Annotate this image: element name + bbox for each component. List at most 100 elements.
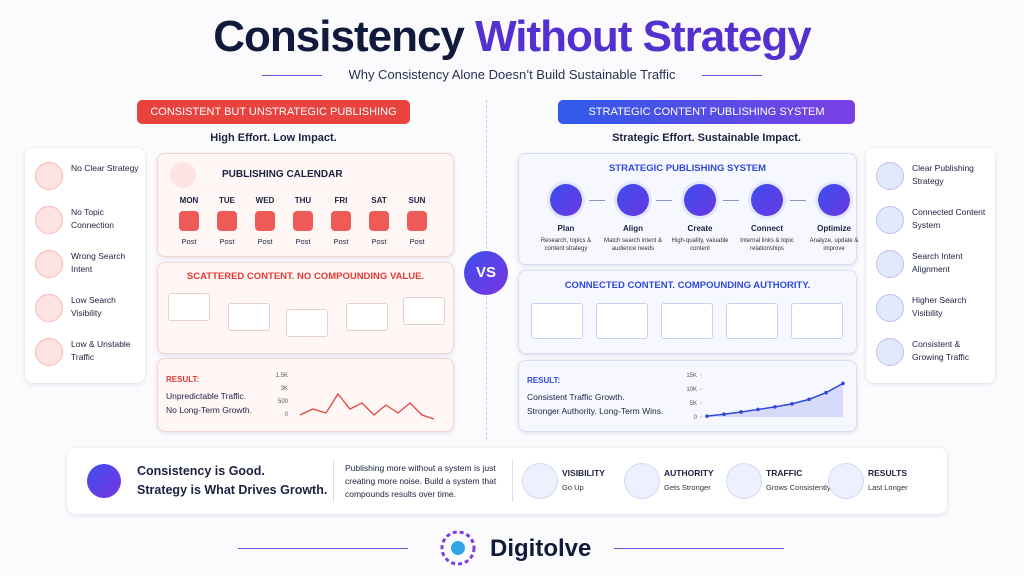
outcome-icon xyxy=(522,463,558,499)
card-title: SCATTERED CONTENT. NO COMPOUNDING VALUE. xyxy=(186,271,425,282)
step-arrow xyxy=(723,200,739,201)
result-line: Stronger Authority. Long-Term Wins. xyxy=(527,406,664,416)
vs-badge: VS xyxy=(464,251,508,295)
result-line: No Long-Term Growth. xyxy=(166,405,252,415)
y-tick-label: 0 xyxy=(694,415,698,421)
step-name: Plan xyxy=(557,224,575,233)
day-label: MON xyxy=(179,196,199,205)
badge: CONSISTENT BUT UNSTRATEGIC PUBLISHING xyxy=(137,100,410,124)
day-label: SUN xyxy=(408,196,426,205)
axis-label: 500 xyxy=(277,399,288,405)
badge-text: CONSISTENT BUT UNSTRATEGIC PUBLISHING xyxy=(150,106,397,118)
content-card xyxy=(596,303,648,339)
result-label: RESULT: xyxy=(527,376,561,385)
step-desc: Match search intent & audience needs xyxy=(603,238,663,252)
rule xyxy=(702,75,762,76)
subtitle: Why Consistency Alone Doesn’t Build Sust… xyxy=(348,67,676,82)
benefit-text: Higher Search Visibility xyxy=(912,295,967,318)
axis-label: 0 xyxy=(284,412,288,418)
outcome-desc: Last Longer xyxy=(868,483,908,492)
benefit-icon xyxy=(876,162,904,190)
step-name: Optimize xyxy=(817,224,851,233)
point xyxy=(841,381,845,386)
headline: Consistency is Good. xyxy=(137,464,265,478)
title: Consistency Without Strategy xyxy=(0,12,1024,62)
benefit-text: Connected Content System xyxy=(912,207,986,230)
post-label: Post xyxy=(295,237,311,246)
step-desc: High-quality, valuable content xyxy=(671,238,729,252)
y-tick-label: 10K xyxy=(686,387,697,393)
system-card: STRATEGIC PUBLISHING SYSTEM Plan Research… xyxy=(518,153,858,265)
check-box xyxy=(331,211,351,231)
brand: Digitolve xyxy=(490,535,592,562)
day-label: TUE xyxy=(219,196,235,205)
trend-line xyxy=(299,392,435,420)
benefit-icon xyxy=(876,250,904,278)
separator xyxy=(333,460,334,502)
post-label: Post xyxy=(409,237,425,246)
content-card xyxy=(346,303,388,331)
y-tick-label: 15K xyxy=(686,373,697,379)
badge-text: STRATEGIC CONTENT PUBLISHING SYSTEM xyxy=(588,106,825,118)
problem-text: Wrong Search Intent xyxy=(71,251,126,274)
problem-text: No Topic Connection xyxy=(71,207,115,230)
rule xyxy=(262,75,322,76)
point xyxy=(756,407,760,412)
mini-chart xyxy=(299,392,435,420)
post-label: Post xyxy=(333,237,349,246)
benefit-text: Search Intent Alignment xyxy=(912,251,963,274)
point xyxy=(739,410,743,414)
tagline: Strategic Effort. Sustainable Impact. xyxy=(612,132,801,144)
outcome-title: AUTHORITY xyxy=(664,468,714,478)
step-name: Create xyxy=(687,224,713,233)
card-title: STRATEGIC PUBLISHING SYSTEM xyxy=(608,163,767,174)
step-desc: Research, topics & content strategy xyxy=(540,238,592,252)
check-box xyxy=(407,211,427,231)
step-icon xyxy=(818,184,850,216)
tagline: High Effort. Low Impact. xyxy=(210,132,337,144)
problem-icon xyxy=(35,162,63,190)
result-label: RESULT: xyxy=(166,375,200,384)
content-card xyxy=(286,309,328,337)
content-card xyxy=(661,303,713,339)
check-box xyxy=(179,211,199,231)
title-part: Without Strategy xyxy=(475,12,812,61)
step-arrow xyxy=(589,200,605,201)
step-arrow xyxy=(790,200,806,201)
post-label: Post xyxy=(371,237,387,246)
brand-logo xyxy=(440,530,476,566)
benefit-panel: Clear Publishing Strategy Connected Conte… xyxy=(866,148,995,383)
step-icon xyxy=(751,184,783,216)
area xyxy=(707,383,843,417)
benefit-icon xyxy=(876,294,904,322)
step-icon xyxy=(684,184,716,216)
outcome-title: RESULTS xyxy=(868,468,908,478)
problem-icon xyxy=(35,294,63,322)
outcome-desc: Grows Consistently xyxy=(766,483,831,492)
day-label: THU xyxy=(294,196,312,205)
logo-core xyxy=(451,541,465,555)
step-arrow xyxy=(656,200,672,201)
axis-label: 1.5K xyxy=(275,373,288,379)
result-line: Consistent Traffic Growth. xyxy=(527,392,625,402)
axis-label: 3K xyxy=(280,386,288,392)
problem-panel: No Clear Strategy No Topic Connection Wron… xyxy=(25,148,145,383)
headline: Strategy is What Drives Growth. xyxy=(137,483,328,497)
point xyxy=(705,414,709,418)
step-icon xyxy=(550,184,582,216)
benefit-text: Clear Publishing Strategy xyxy=(912,163,974,186)
day-label: WED xyxy=(255,196,275,205)
mini-chart: 0 5K 10K 15K xyxy=(686,373,845,421)
outcome-title: TRAFFIC xyxy=(766,468,803,478)
content-card xyxy=(168,293,210,321)
step-name: Align xyxy=(623,224,643,233)
card-title: PUBLISHING CALENDAR xyxy=(222,169,343,180)
title-part: Consistency xyxy=(213,12,465,61)
post-label: Post xyxy=(257,237,273,246)
content-card xyxy=(791,303,843,339)
outcome-title: VISIBILITY xyxy=(562,468,605,478)
outcome-icon xyxy=(828,463,864,499)
connected-card: CONNECTED CONTENT. COMPOUNDING AUTHORITY… xyxy=(518,270,857,354)
check-box xyxy=(255,211,275,231)
